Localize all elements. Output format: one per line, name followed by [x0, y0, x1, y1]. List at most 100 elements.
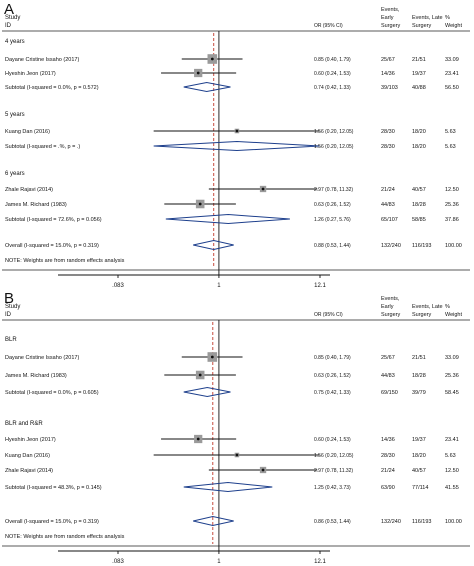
x-tick-label: 1 [217, 559, 221, 565]
weight-value: 12.50 [445, 187, 459, 193]
events-late-value: 18/20 [412, 453, 426, 459]
subtotal-diamond [183, 81, 231, 93]
x-tick-label: 12.1 [314, 559, 326, 565]
events-late-value: 18/28 [412, 373, 426, 379]
point-estimate [198, 202, 202, 206]
weight-value: 100.00 [445, 243, 462, 249]
events-early-value: 14/36 [381, 437, 395, 443]
weight-value: 41.55 [445, 485, 459, 491]
x-tick-label: 12.1 [314, 283, 326, 289]
study-name: Zhale Rajavi (2014) [5, 468, 53, 474]
events-early-value: 28/30 [381, 144, 395, 150]
weight-value: 5.63 [445, 129, 456, 135]
x-tick-label: .083 [112, 283, 124, 289]
subgroup-label: 6 years [5, 171, 25, 177]
events-late-value: 21/51 [412, 57, 426, 63]
events-late-value: 21/51 [412, 355, 426, 361]
weight-value: 5.63 [445, 453, 456, 459]
events-early-header: Early [381, 304, 394, 310]
or-ci-value: 0.60 (0.24, 1.53) [314, 437, 351, 443]
or-ci-value: 1.56 (0.20, 12.05) [314, 129, 354, 135]
or-ci-header: OR (95% CI) [314, 312, 343, 318]
point-estimate [210, 355, 214, 359]
events-late-header: Events, Late [412, 304, 443, 310]
events-late-value: 18/20 [412, 129, 426, 135]
weight-value: 33.09 [445, 57, 459, 63]
events-late-value: 116/193 [412, 243, 431, 249]
overall-label: Overall (I-squared = 15.0%, p = 0.319) [5, 243, 99, 249]
events-early-value: 63/90 [381, 485, 395, 491]
weight-header: % [445, 304, 450, 310]
study-name: Kuang Dan (2016) [5, 453, 50, 459]
events-early-value: 65/107 [381, 217, 398, 223]
weight-value: 33.09 [445, 355, 459, 361]
study-header: Study [5, 15, 20, 21]
events-early-value: 21/24 [381, 468, 395, 474]
subtotal-diamond [183, 481, 273, 493]
events-late-value: 18/20 [412, 144, 426, 150]
events-late-value: 39/79 [412, 390, 426, 396]
study-header: Study [5, 304, 20, 310]
or-ci-value: 2.97 (0.78, 11.32) [314, 187, 353, 193]
or-ci-value: 0.63 (0.26, 1.52) [314, 373, 351, 379]
weight-value: 5.63 [445, 144, 456, 150]
random-effects-note: NOTE: Weights are from random effects an… [5, 534, 125, 540]
study-name: Hyeshin Jeon (2017) [5, 437, 56, 443]
or-ci-header: OR (95% CI) [314, 23, 343, 29]
events-early-value: 25/67 [381, 57, 395, 63]
events-early-header: Surgery [381, 312, 401, 318]
study-name: James M. Richard (1983) [5, 202, 67, 208]
weight-value: 23.41 [445, 437, 459, 443]
weight-value: 12.50 [445, 468, 459, 474]
subtotal-label: Subtotal (I-squared = 72.6%, p = 0.056) [5, 217, 102, 223]
subtotal-diamond [153, 140, 320, 152]
weight-header: Weight [445, 23, 462, 29]
events-late-value: 19/37 [412, 437, 426, 443]
weight-value: 25.36 [445, 202, 459, 208]
overall-label: Overall (I-squared = 15.0%, p = 0.319) [5, 519, 99, 525]
subgroup-label: BLR [5, 337, 17, 343]
or-ci-value: 1.25 (0.42, 3.73) [314, 485, 351, 491]
study-name: Dayane Cristine Issaho (2017) [5, 57, 79, 63]
events-late-value: 77/114 [412, 485, 428, 491]
or-ci-value: 2.97 (0.78, 11.32) [314, 468, 353, 474]
subtotal-label: Subtotal (I-squared = 0.0%, p = 0.605) [5, 390, 99, 396]
events-late-value: 40/57 [412, 187, 426, 193]
point-estimate [198, 373, 202, 377]
events-early-value: 21/24 [381, 187, 395, 193]
subtotal-diamond [165, 213, 290, 225]
events-early-value: 44/83 [381, 202, 395, 208]
subgroup-label: BLR and R&R [5, 421, 43, 427]
events-late-value: 40/88 [412, 85, 426, 91]
events-early-header: Early [381, 15, 394, 21]
point-estimate [210, 57, 214, 61]
point-estimate [196, 437, 200, 441]
or-ci-value: 0.85 (0.40, 1.79) [314, 355, 351, 361]
point-estimate [235, 453, 239, 457]
subtotal-label: Subtotal (I-squared = 0.0%, p = 0.572) [5, 85, 99, 91]
events-early-value: 39/103 [381, 85, 398, 91]
subtotal-label: Subtotal (I-squared = .%, p = .) [5, 144, 80, 150]
events-early-header: Events, [381, 7, 400, 13]
subtotal-label: Subtotal (I-squared = 48.3%, p = 0.145) [5, 485, 102, 491]
overall-diamond [193, 515, 234, 527]
events-late-value: 116/193 [412, 519, 431, 525]
events-early-value: 132/240 [381, 243, 401, 249]
or-ci-value: 0.75 (0.42, 1.33) [314, 390, 351, 396]
subtotal-diamond [183, 386, 231, 398]
weight-value: 56.50 [445, 85, 459, 91]
point-estimate [235, 129, 239, 133]
events-late-value: 40/57 [412, 468, 426, 474]
subgroup-label: 4 years [5, 39, 25, 45]
events-late-value: 58/85 [412, 217, 426, 223]
events-late-header: Surgery [412, 23, 432, 29]
study-name: James M. Richard (1983) [5, 373, 67, 379]
study-name: Dayane Cristine Issaho (2017) [5, 355, 79, 361]
point-estimate [261, 187, 265, 191]
or-ci-value: 0.88 (0.53, 1.44) [314, 243, 351, 249]
or-ci-value: 1.56 (0.20, 12.05) [314, 453, 354, 459]
or-ci-value: 1.26 (0.27, 5.76) [314, 217, 351, 223]
x-tick-label: 1 [217, 283, 221, 289]
